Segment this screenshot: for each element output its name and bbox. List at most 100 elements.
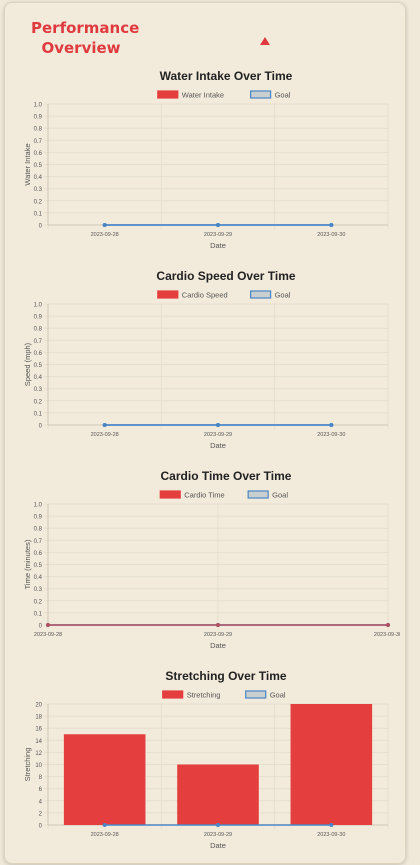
legend-swatch xyxy=(250,90,272,99)
performance-card: Performance Overview xyxy=(4,2,406,864)
legend-item-cardio-time[interactable]: Cardio Time xyxy=(159,490,225,500)
cardio-time-chart: Cardio Time Over Time Cardio Time Goal 0 0.1… xyxy=(0,465,400,655)
y-tick-label: 0.1 xyxy=(34,611,43,617)
chart-svg: Cardio Time Over Time Cardio Time Goal 0 0.1… xyxy=(23,469,400,650)
y-tick-label: 0.3 xyxy=(34,587,43,593)
x-tick-label: 2023-09-28 xyxy=(91,832,119,838)
x-tick-label: 2023-09-30 xyxy=(317,432,345,438)
y-tick-label: 0.8 xyxy=(34,127,43,133)
x-tick-label: 2023-09-28 xyxy=(91,432,119,438)
legend-item-goal[interactable]: Goal xyxy=(250,290,291,300)
legend-label: Cardio Speed xyxy=(182,291,228,300)
y-tick-label: 6 xyxy=(39,787,43,793)
y-tick-label: 0.4 xyxy=(34,375,43,381)
y-tick-label: 0.3 xyxy=(34,387,43,393)
y-tick-label: 12 xyxy=(35,751,42,757)
point-cardio-speed[interactable] xyxy=(329,423,334,427)
legend-label: Goal xyxy=(270,691,286,700)
cardio-speed-chart: Cardio Speed Over Time Cardio Speed Goal 0 0… xyxy=(0,265,400,455)
y-tick-label: 0 xyxy=(39,224,43,230)
y-tick-label: 0.4 xyxy=(34,175,43,181)
point-goal[interactable] xyxy=(216,823,220,827)
x-tick-label: 2023-09-29 xyxy=(204,632,232,638)
y-tick-label: 0.6 xyxy=(34,151,43,157)
y-tick-label: 0.8 xyxy=(34,327,43,333)
bar-stretching[interactable] xyxy=(63,734,146,825)
x-tick-label: 2023-09-30 xyxy=(317,232,345,238)
y-axis-title: Speed (mph) xyxy=(23,342,32,386)
y-tick-label: 0.1 xyxy=(34,211,43,217)
chart-title: Stretching Over Time xyxy=(165,669,286,683)
point-cardio-time[interactable] xyxy=(386,623,390,627)
x-tick-label: 2023-09-30 xyxy=(317,832,345,838)
point-cardio-speed[interactable] xyxy=(216,423,220,427)
legend-label: Goal xyxy=(275,91,291,100)
y-tick-label: 0.4 xyxy=(34,575,43,581)
stretching-chart: Stretching Over Time Stretching Goal 0 2 4 6 8 1… xyxy=(0,665,400,855)
point-cardio-speed[interactable] xyxy=(102,423,107,427)
legend-swatch xyxy=(247,490,269,499)
y-tick-label: 1.0 xyxy=(34,503,43,509)
point-cardio-time[interactable] xyxy=(46,623,50,627)
chart-title: Cardio Time Over Time xyxy=(161,469,292,483)
legend-item-water-intake[interactable]: Water Intake xyxy=(157,90,224,100)
x-axis-title: Date xyxy=(210,641,226,650)
point-goal[interactable] xyxy=(102,823,107,827)
y-tick-label: 4 xyxy=(39,799,43,805)
y-tick-label: 0.9 xyxy=(34,315,43,321)
legend-item-stretching[interactable]: Stretching xyxy=(162,690,221,700)
point-water-intake[interactable] xyxy=(216,223,220,227)
y-tick-label: 0.6 xyxy=(34,351,43,357)
y-tick-label: 1.0 xyxy=(34,303,43,309)
triangle-up-icon[interactable] xyxy=(260,37,270,45)
legend-label: Goal xyxy=(272,491,288,500)
x-axis-title: Date xyxy=(210,841,226,850)
x-tick-label: 2023-09-30 xyxy=(374,632,400,638)
legend-swatch xyxy=(250,290,272,299)
y-tick-label: 0.9 xyxy=(34,515,43,521)
point-water-intake[interactable] xyxy=(102,223,107,227)
bar-stretching[interactable] xyxy=(290,704,373,825)
legend-item-cardio-speed[interactable]: Cardio Speed xyxy=(157,290,228,300)
chart-svg: Stretching Over Time Stretching Goal 0 2 4 6 8 1… xyxy=(23,669,389,850)
y-tick-label: 0 xyxy=(39,824,43,830)
legend-label: Goal xyxy=(275,291,291,300)
legend-item-goal[interactable]: Goal xyxy=(247,490,288,500)
y-tick-label: 0.7 xyxy=(34,339,43,345)
legend-label: Stretching xyxy=(187,691,221,700)
bar-stretching[interactable] xyxy=(177,764,259,826)
legend-swatch xyxy=(159,490,181,499)
y-tick-label: 0.6 xyxy=(34,551,43,557)
y-tick-label: 0 xyxy=(39,424,43,430)
y-tick-label: 8 xyxy=(39,775,43,781)
y-tick-label: 0.5 xyxy=(34,363,43,369)
point-goal[interactable] xyxy=(329,823,334,827)
water-intake-chart: Water Intake Over Time Water Intake Goal 0 0… xyxy=(0,65,400,255)
y-tick-label: 0 xyxy=(39,624,43,630)
y-tick-label: 0.3 xyxy=(34,187,43,193)
point-cardio-time[interactable] xyxy=(216,623,220,627)
y-tick-label: 0.9 xyxy=(34,115,43,121)
y-tick-label: 0.7 xyxy=(34,139,43,145)
y-tick-label: 0.5 xyxy=(34,163,43,169)
chart-svg: Cardio Speed Over Time Cardio Speed Goal 0 0… xyxy=(23,269,389,450)
x-tick-label: 2023-09-28 xyxy=(34,632,62,638)
x-axis-title: Date xyxy=(210,241,226,250)
legend-item-goal[interactable]: Goal xyxy=(250,90,291,100)
y-axis-title: Water Intake xyxy=(23,143,32,185)
y-tick-label: 0.2 xyxy=(34,599,43,605)
point-water-intake[interactable] xyxy=(329,223,334,227)
y-tick-label: 0.2 xyxy=(34,399,43,405)
y-tick-label: 0.1 xyxy=(34,411,43,417)
y-axis-title: Stretching xyxy=(23,748,32,782)
y-tick-label: 18 xyxy=(35,715,42,721)
y-tick-label: 0.7 xyxy=(34,539,43,545)
y-tick-label: 2 xyxy=(39,811,43,817)
chart-svg: Water Intake Over Time Water Intake Goal 0 0… xyxy=(23,69,389,250)
y-tick-label: 0.8 xyxy=(34,527,43,533)
legend-item-goal[interactable]: Goal xyxy=(245,690,286,700)
legend-swatch xyxy=(245,690,267,699)
chart-title: Water Intake Over Time xyxy=(160,69,293,83)
y-tick-label: 10 xyxy=(35,763,42,769)
x-tick-label: 2023-09-29 xyxy=(204,432,232,438)
